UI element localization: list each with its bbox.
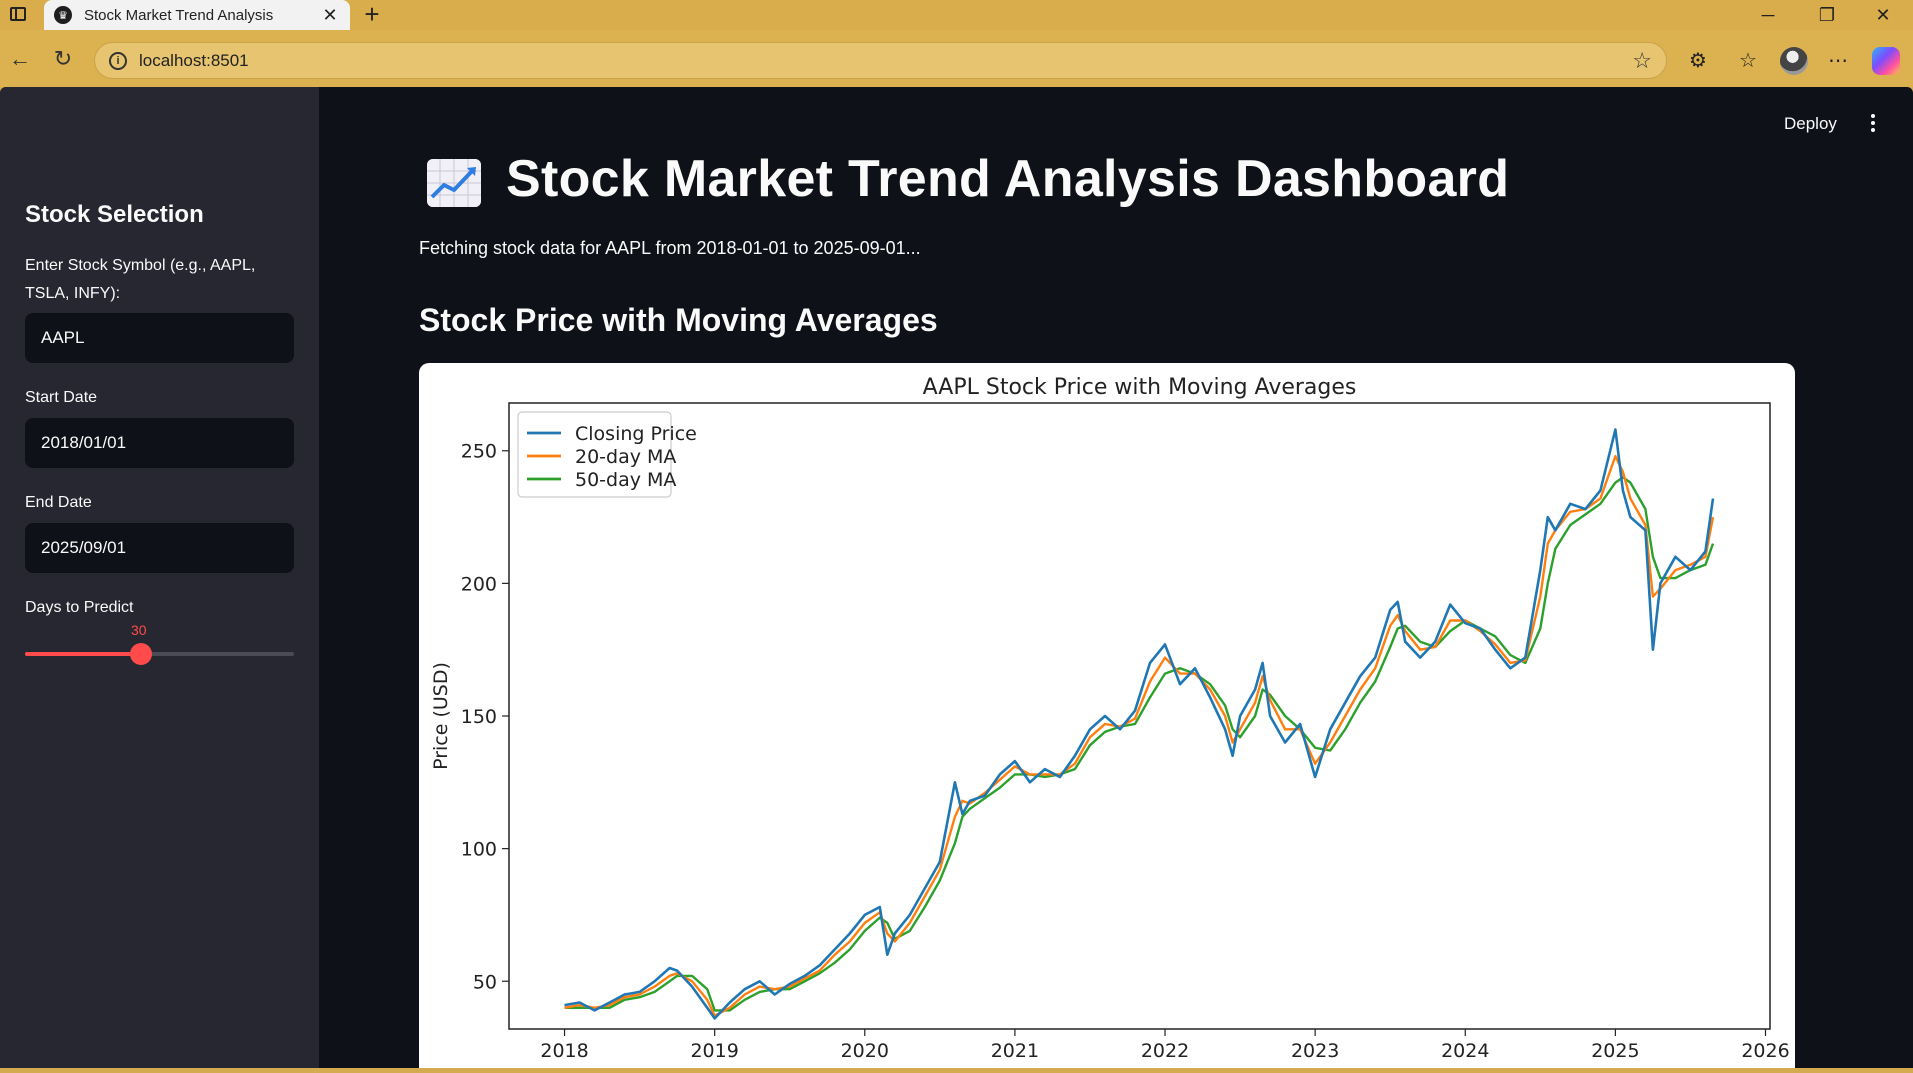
x-tick-label: 2023 (1291, 1040, 1339, 1062)
start-date-input[interactable]: 2018/01/01 (25, 418, 294, 468)
section-title: Stock Price with Moving Averages (419, 302, 938, 338)
site-info-icon[interactable]: i (109, 51, 127, 70)
start-date-label: Start Date (25, 389, 98, 406)
back-icon[interactable]: ← (9, 46, 31, 71)
y-axis-label: Price (USD) (430, 662, 452, 770)
favorite-star-icon[interactable]: ☆ (1632, 47, 1652, 73)
slider-thumb[interactable] (129, 643, 152, 665)
y-tick-label: 100 (461, 839, 497, 861)
more-options-icon[interactable]: ⋯ (1828, 49, 1848, 72)
sidebar-toggle-icon[interactable] (10, 7, 26, 21)
slider-fill (25, 652, 141, 656)
page-title: Stock Market Trend Analysis Dashboard (506, 150, 1510, 208)
x-tick-label: 2020 (841, 1040, 889, 1062)
address-bar[interactable]: i localhost:8501 ☆ (94, 42, 1667, 79)
sidebar-title: Stock Selection (25, 201, 204, 228)
profile-avatar[interactable] (1780, 47, 1808, 75)
days-slider[interactable] (25, 643, 294, 665)
end-date-input[interactable]: 2025/09/01 (25, 523, 294, 573)
streamlit-crown-icon: ♛ (54, 6, 72, 24)
legend-label: 50-day MA (575, 469, 676, 491)
x-tick-label: 2025 (1591, 1040, 1639, 1062)
sidebar: Stock Selection Enter Stock Symbol (e.g.… (0, 87, 319, 1068)
restore-icon[interactable]: ❐ (1818, 4, 1836, 25)
chart-title: AAPL Stock Price with Moving Averages (923, 375, 1357, 400)
x-tick-label: 2021 (991, 1040, 1039, 1062)
status-text: Fetching stock data for AAPL from 2018-0… (419, 238, 921, 258)
symbol-input[interactable]: AAPL (25, 313, 294, 363)
price-chart: AAPL Stock Price with Moving Averages 201… (419, 363, 1795, 1068)
main-content: Deploy Stock Market Trend Analysis Dashb… (319, 87, 1913, 1068)
days-label: Days to Predict (25, 599, 134, 616)
minimize-icon[interactable]: ─ (1761, 4, 1775, 25)
deploy-button[interactable]: Deploy (1784, 114, 1837, 133)
chart-increasing-icon (427, 159, 481, 207)
reload-icon[interactable]: ↻ (53, 46, 73, 71)
legend-label: 20-day MA (575, 446, 676, 468)
close-tab-icon[interactable]: ✕ (322, 4, 338, 25)
app-viewport: Stock Selection Enter Stock Symbol (e.g.… (0, 87, 1913, 1068)
symbol-label: Enter Stock Symbol (e.g., AAPL, TSLA, IN… (25, 257, 256, 302)
y-tick-label: 150 (461, 706, 497, 728)
x-tick-label: 2026 (1741, 1040, 1789, 1062)
new-tab-icon[interactable]: + (364, 0, 380, 29)
price-chart-svg: AAPL Stock Price with Moving Averages 201… (430, 375, 1790, 1062)
browser-tab[interactable]: ♛ Stock Market Trend Analysis ✕ (44, 0, 350, 30)
browser-toolbar: ← ↻ i localhost:8501 ☆ ⚙ ☆ ⋯ (0, 30, 1913, 87)
browser-titlebar: ♛ Stock Market Trend Analysis ✕ + ─ ❐ ✕ (0, 0, 1913, 30)
y-tick-label: 200 (461, 573, 497, 595)
url-text[interactable]: localhost:8501 (139, 50, 249, 70)
y-tick-label: 250 (461, 441, 497, 463)
favorites-icon[interactable]: ☆ (1739, 49, 1757, 72)
series-line-50-day-ma (564, 476, 1715, 1012)
copilot-icon[interactable] (1872, 47, 1900, 75)
x-tick-label: 2022 (1141, 1040, 1189, 1062)
x-tick-label: 2024 (1441, 1040, 1489, 1062)
legend-label: Closing Price (575, 423, 697, 445)
extensions-icon[interactable]: ⚙ (1689, 49, 1707, 72)
series-line-20-day-ma (564, 454, 1715, 1017)
x-tick-label: 2018 (540, 1040, 588, 1062)
main-menu-icon[interactable] (1863, 111, 1883, 135)
close-window-icon[interactable]: ✕ (1875, 4, 1891, 25)
end-date-label: End Date (25, 494, 92, 511)
tab-title: Stock Market Trend Analysis (84, 6, 274, 24)
x-tick-label: 2019 (690, 1040, 738, 1062)
y-tick-label: 50 (473, 971, 497, 993)
series-line-closing-price (564, 428, 1715, 1020)
slider-value: 30 (131, 622, 147, 638)
